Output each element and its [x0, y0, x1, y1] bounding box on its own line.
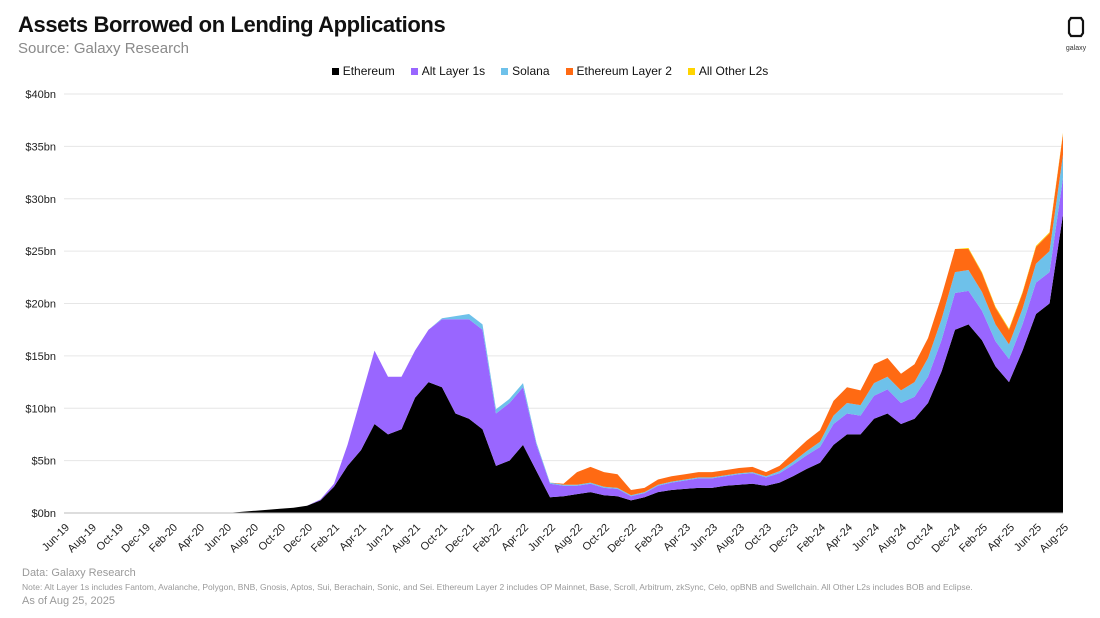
- chart-legend: Ethereum Alt Layer 1s Solana Ethereum La…: [0, 64, 1100, 78]
- y-tick-label: $30bn: [25, 194, 56, 206]
- x-tick-label: Dec-19: [120, 522, 154, 556]
- footer-note: Note: Alt Layer 1s includes Fantom, Aval…: [22, 582, 973, 592]
- x-tick-label: Apr-22: [499, 522, 531, 554]
- x-tick-label: Aug-20: [228, 522, 262, 556]
- y-tick-label: $5bn: [32, 456, 56, 468]
- x-tick-label: Aug-22: [552, 522, 586, 556]
- y-tick-label: $35bn: [25, 141, 56, 153]
- legend-label: Alt Layer 1s: [421, 64, 486, 78]
- legend-swatch: [331, 67, 339, 75]
- galaxy-logo-icon: [1067, 16, 1085, 38]
- x-tick-label: Feb-21: [309, 522, 342, 555]
- legend-swatch: [501, 67, 509, 75]
- series-area-0: [64, 214, 1063, 513]
- x-tick-label: Feb-25: [957, 522, 990, 555]
- legend-item-solana: Solana: [501, 64, 550, 78]
- x-tick-label: Apr-24: [823, 522, 855, 554]
- y-tick-label: $0bn: [32, 508, 56, 520]
- x-tick-label: Aug-19: [66, 522, 100, 556]
- legend-item-other-l2: All Other L2s: [687, 64, 769, 78]
- x-tick-label: Aug-25: [1038, 522, 1072, 556]
- footer-data-source: Data: Galaxy Research: [22, 567, 136, 579]
- legend-swatch: [687, 67, 695, 75]
- legend-swatch: [410, 67, 418, 75]
- x-tick-label: Aug-23: [714, 522, 748, 556]
- x-tick-label: Apr-20: [175, 522, 207, 554]
- logo-text: galaxy: [1065, 45, 1087, 52]
- x-tick-label: Apr-23: [661, 522, 693, 554]
- legend-item-ethereum: Ethereum: [331, 64, 395, 78]
- legend-label: Ethereum Layer 2: [576, 64, 672, 78]
- legend-item-alt-l1: Alt Layer 1s: [410, 64, 486, 78]
- x-tick-label: Dec-23: [768, 522, 802, 556]
- chart-subtitle: Source: Galaxy Research: [18, 40, 189, 57]
- y-tick-label: $10bn: [25, 403, 56, 415]
- legend-label: Solana: [512, 64, 550, 78]
- chart-title: Assets Borrowed on Lending Applications: [18, 12, 446, 37]
- x-tick-label: Dec-21: [444, 522, 478, 556]
- footer-as-of: As of Aug 25, 2025: [22, 595, 115, 607]
- x-tick-label: Apr-25: [985, 522, 1017, 554]
- x-tick-label: Feb-24: [795, 522, 828, 555]
- x-tick-label: Dec-20: [282, 522, 316, 556]
- x-tick-label: Apr-21: [337, 522, 369, 554]
- y-tick-label: $25bn: [25, 246, 56, 258]
- x-tick-label: Aug-21: [390, 522, 424, 556]
- x-tick-label: Aug-24: [876, 522, 910, 556]
- y-tick-label: $15bn: [25, 351, 56, 363]
- legend-label: All Other L2s: [698, 64, 769, 78]
- x-tick-label: Dec-22: [606, 522, 640, 556]
- galaxy-logo: galaxy: [1063, 16, 1089, 52]
- legend-item-eth-l2: Ethereum Layer 2: [565, 64, 672, 78]
- legend-label: Ethereum: [342, 64, 395, 78]
- y-tick-label: $20bn: [25, 299, 56, 311]
- x-tick-label: Feb-23: [633, 522, 666, 555]
- y-tick-label: $40bn: [25, 89, 56, 101]
- legend-swatch: [565, 67, 573, 75]
- x-tick-label: Feb-20: [147, 522, 180, 555]
- x-tick-label: Dec-24: [930, 522, 964, 556]
- x-tick-label: Feb-22: [471, 522, 504, 555]
